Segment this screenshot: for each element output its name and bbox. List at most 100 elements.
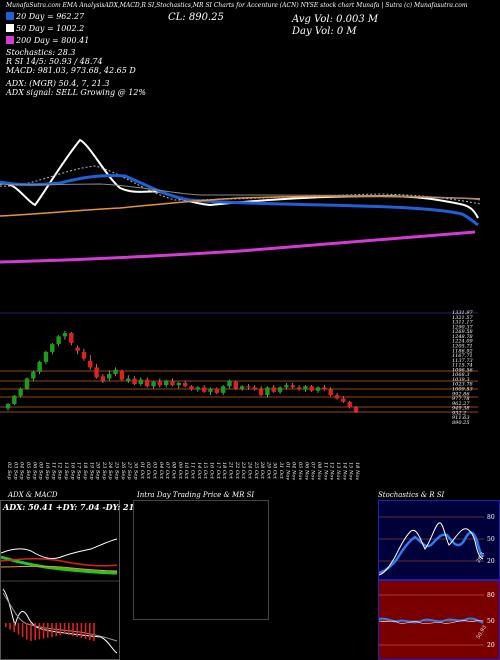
date-tick-label: 26 Sep	[120, 461, 126, 480]
date-tick-label: 27 Sep	[126, 461, 132, 480]
candle-body	[75, 347, 80, 351]
candle-body	[214, 388, 219, 393]
candle-body	[309, 386, 314, 391]
price-grid	[0, 312, 478, 413]
ema50-swatch	[6, 24, 14, 32]
rsi-white-line	[379, 620, 484, 624]
candle-body	[119, 370, 125, 380]
date-tick-label: 18 Sep	[82, 462, 88, 480]
candle-body	[31, 371, 36, 379]
ema200-label: 200 Day = 800.41	[16, 36, 90, 45]
date-tick-label: 04 Nov	[291, 462, 297, 480]
candle-body	[132, 378, 137, 385]
date-tick-label: 11 Sep	[50, 462, 56, 480]
macd-histogram	[5, 623, 95, 641]
candle-body	[334, 395, 340, 399]
date-tick-label: 14 Oct	[196, 462, 202, 480]
date-tick-label: 28 Oct	[259, 461, 265, 480]
price-tick-label: 1269.58	[452, 329, 473, 335]
candle-body	[258, 389, 264, 396]
date-tick-label: 10 Sep	[44, 462, 50, 480]
candle-body	[182, 382, 188, 387]
macd-bar	[51, 623, 53, 637]
avg-volume-label: Avg Vol: 0.003 M	[292, 14, 379, 25]
date-tick-label: 25 Oct	[253, 461, 259, 480]
price-tick-label: 1137.73	[452, 358, 473, 364]
macd-bar	[80, 623, 83, 638]
date-tick-label: 03 Oct	[152, 462, 158, 480]
candle-body	[18, 388, 23, 396]
price-tick-label: 1224.09	[452, 339, 473, 345]
date-tick-label: 01 Oct	[139, 462, 145, 480]
candle-body	[157, 381, 163, 386]
candle-body	[24, 378, 30, 389]
candle-body	[5, 404, 11, 409]
date-tick-label: 21 Oct	[227, 461, 233, 480]
candle-body	[126, 378, 131, 381]
candle-body	[201, 387, 207, 392]
stochastics-plot: 80 50 20 28.3	[379, 501, 499, 579]
price-tick-label: 890.25	[452, 420, 470, 426]
date-tick-label: 07 Nov	[310, 462, 316, 480]
candle-body	[284, 385, 289, 388]
candle-body	[341, 398, 346, 402]
candle-body	[94, 367, 99, 378]
adx-macd-plot	[1, 538, 119, 654]
adx-signal: ADX signal: SELL Growing @ 12%	[6, 88, 146, 97]
macd-bar	[5, 623, 7, 627]
date-tick-label: 17 Oct	[215, 462, 221, 480]
close-price-label: CL: 890.25	[168, 12, 224, 23]
date-tick-label: 24 Sep	[107, 461, 113, 480]
candle-body	[113, 369, 118, 375]
price-tick-label: 1039.3	[452, 377, 470, 383]
price-tick-label: 1248.78	[452, 334, 473, 340]
candle-body	[107, 374, 112, 379]
price-tick-label: 1331.97	[452, 310, 473, 316]
date-tick-label: 30 Sep	[133, 462, 139, 480]
macd-readout: MACD: 981.03, 973.68, 42.65 D	[6, 66, 136, 75]
date-tick-label: 05 Sep	[25, 462, 31, 480]
candle-body	[170, 380, 175, 386]
date-tick-label: 25 Sep	[114, 461, 120, 480]
candle-body	[43, 351, 49, 362]
stochastics-blue-line	[379, 531, 484, 575]
rsi-readout: R SI 14/5: 50.93 / 48.74	[6, 57, 103, 66]
date-tick-label: 12 Sep	[57, 462, 63, 480]
stochastics-white-line	[379, 522, 484, 576]
ema200-legend: 200 Day = 800.41	[6, 36, 89, 45]
date-tick-label: 03 Sep	[12, 462, 18, 480]
macd-bar	[34, 623, 36, 641]
macd-bar	[17, 623, 20, 635]
ema20-line	[0, 174, 479, 227]
candle-body	[220, 386, 226, 393]
macd-white-line	[2, 588, 118, 654]
candle-body	[56, 336, 61, 345]
candle-body	[271, 387, 276, 392]
header-title: MunafaSutra.com EMA AnalysisADX,MACD,R S…	[6, 2, 468, 9]
date-tick-label: 15 Oct	[202, 462, 208, 480]
date-tick-label: 06 Sep	[31, 462, 37, 480]
date-tick-label: 10 Oct	[183, 462, 189, 480]
date-tick-label: 11 Nov	[322, 462, 328, 480]
ema20-swatch	[6, 12, 14, 20]
candle-body	[189, 386, 194, 390]
ema-chart	[0, 138, 481, 264]
price-tick-label: 992.86	[452, 391, 470, 397]
date-tick-label: 08 Oct	[171, 462, 177, 480]
intraday-panel	[133, 500, 269, 620]
date-tick-label: 13 Nov	[335, 462, 341, 480]
macd-bar	[59, 623, 62, 636]
date-tick-label: 18 Nov	[354, 462, 360, 480]
macd-bar	[21, 623, 24, 637]
price-chart: 1331.971321.571311.171290.371269.581248.…	[0, 310, 478, 426]
date-tick-label: 22 Oct	[234, 461, 240, 480]
rsi-level-50: 50	[487, 618, 495, 625]
rsi-level-80: 80	[487, 592, 495, 599]
price-tick-label: 1023.78	[452, 382, 473, 388]
date-tick-label: 31 Oct	[278, 462, 284, 480]
date-tick-label: 07 Oct	[164, 462, 170, 480]
ema50-orange-line	[0, 195, 481, 217]
candle-body	[50, 344, 55, 352]
candle-body	[100, 376, 106, 381]
adx-white-line	[1, 538, 118, 560]
